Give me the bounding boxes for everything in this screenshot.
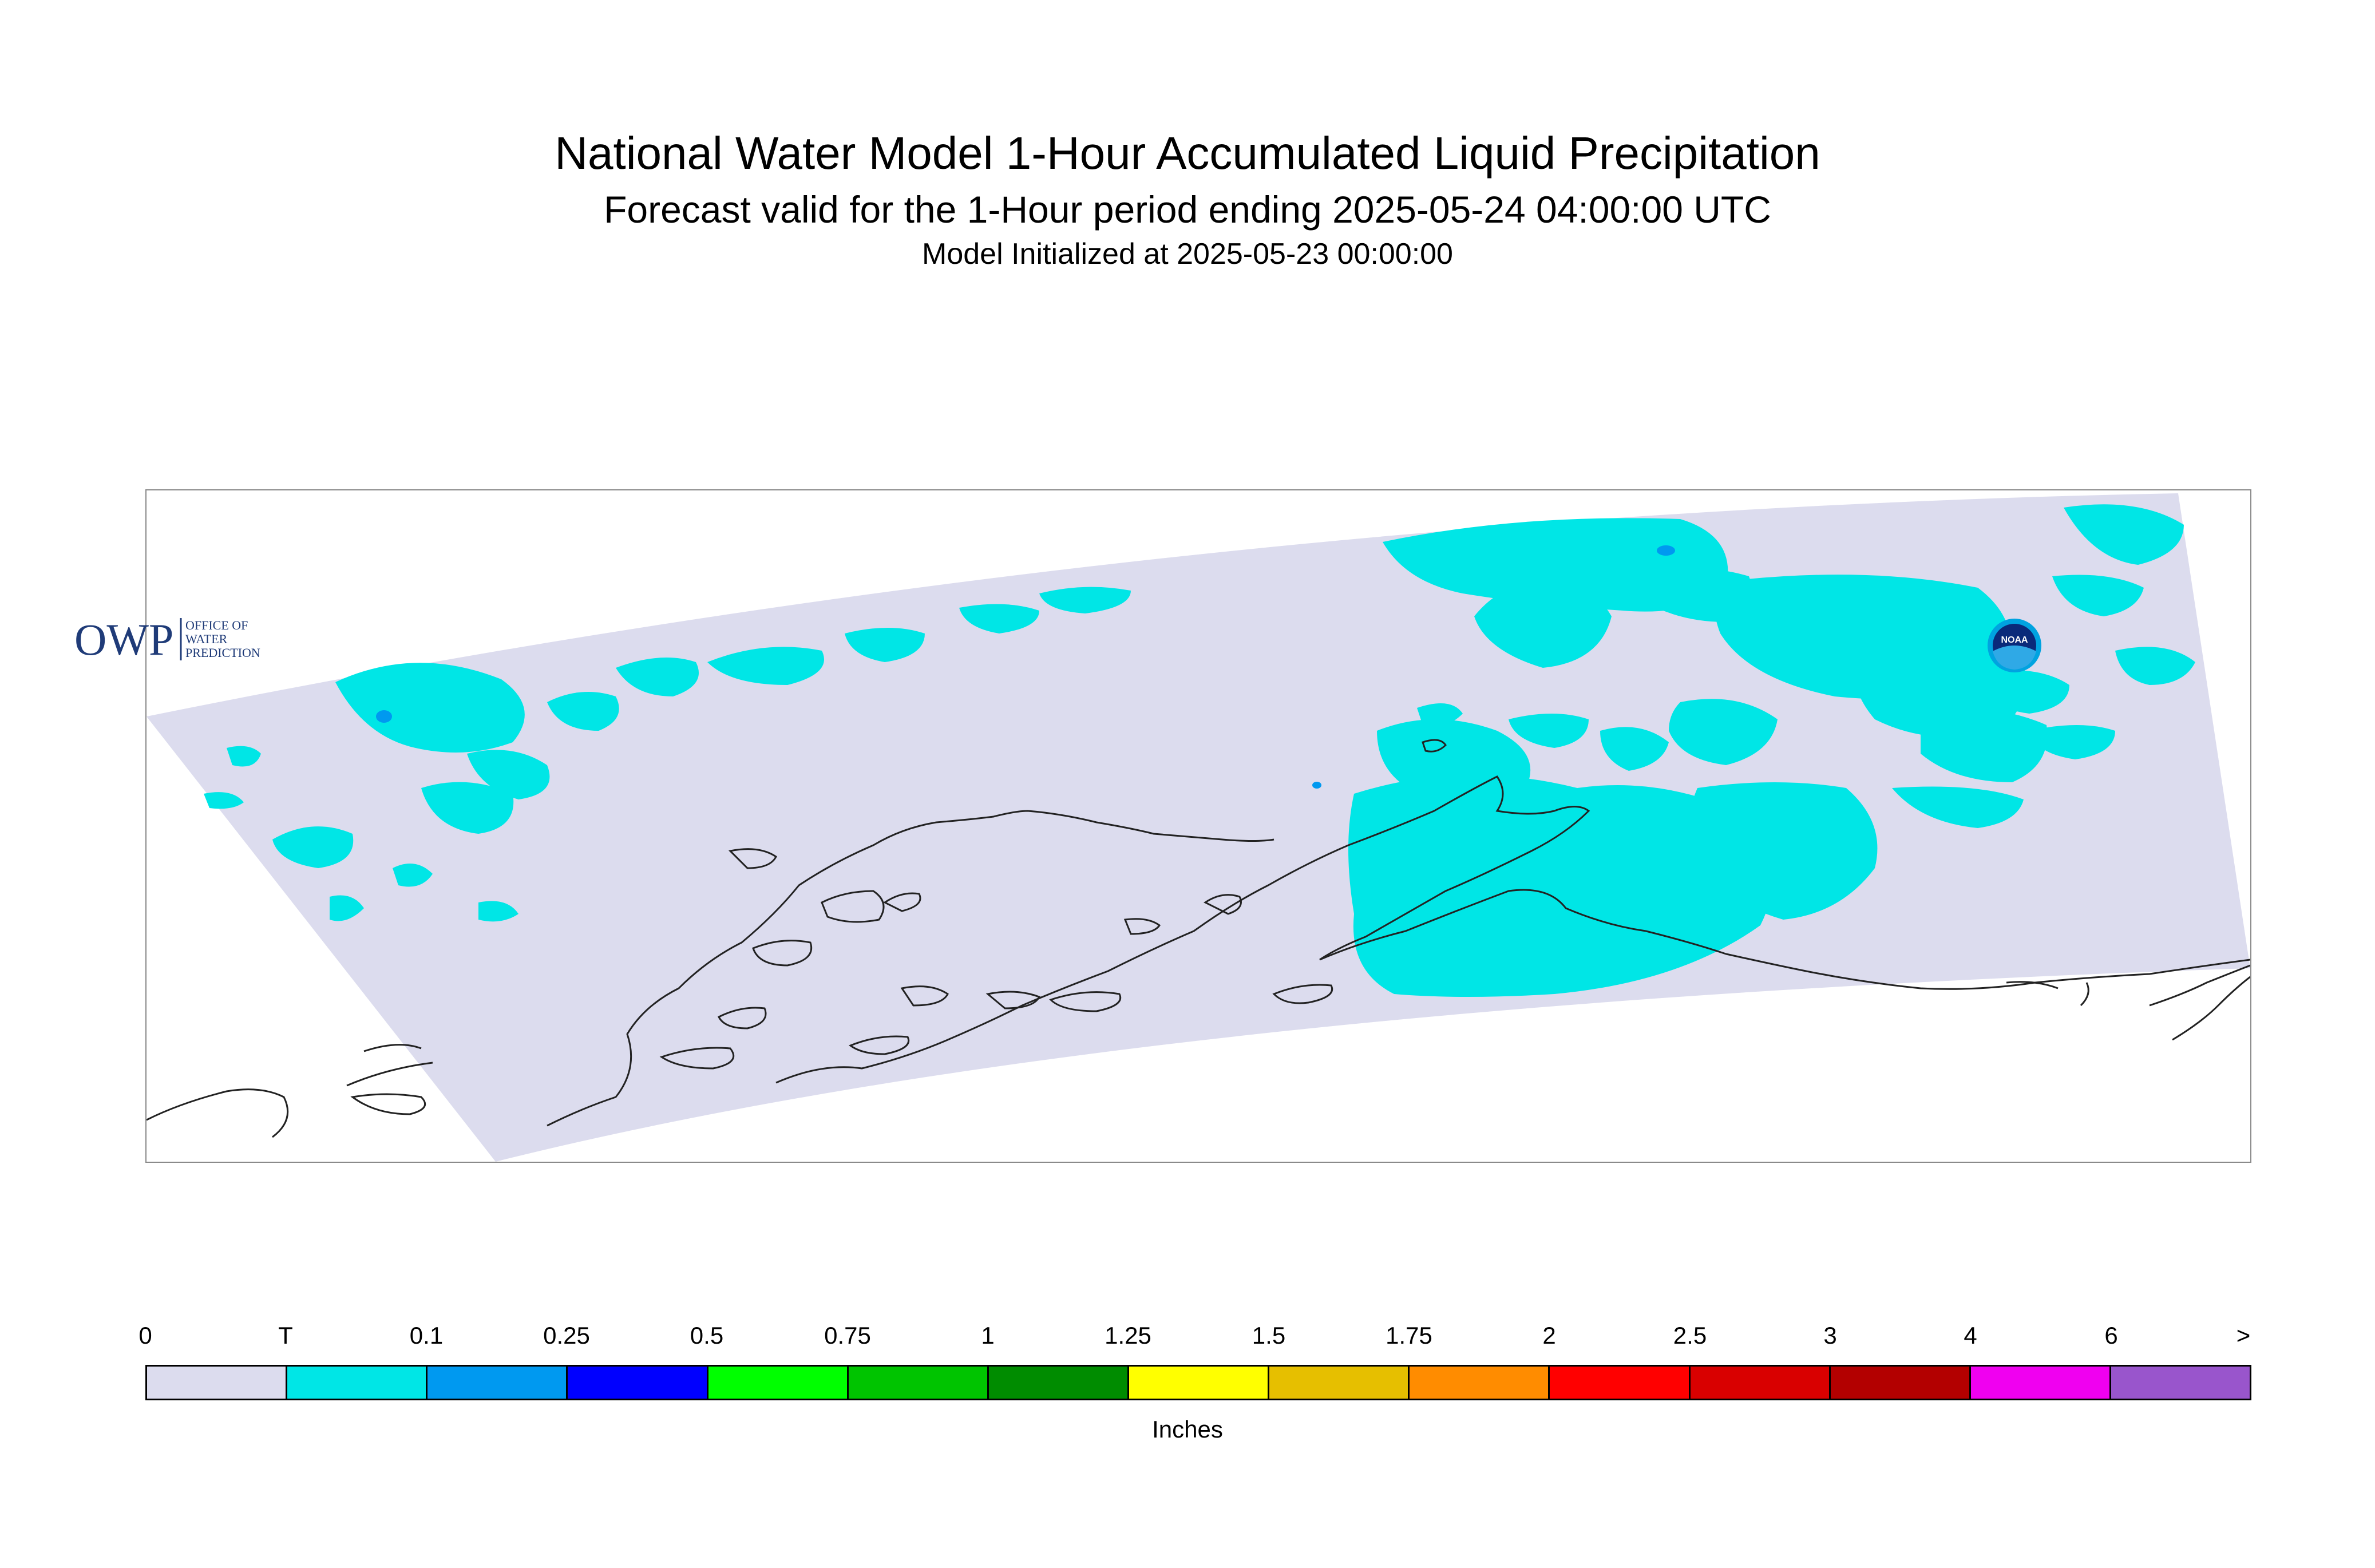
light-blue-precipitation-cores: [376, 545, 1675, 789]
coastline-outlines: [147, 739, 2250, 1138]
legend-label: 1.5: [1252, 1322, 1286, 1349]
legend-labels: 0 T 0.1 0.25 0.5 0.75 1 1.25 1.5 1.75 2 …: [0, 1322, 2375, 1356]
legend-label: 2.5: [1673, 1322, 1707, 1349]
legend-label: 2: [1542, 1322, 1556, 1349]
noaa-logo: NOAA: [1986, 617, 2043, 674]
map-panel: [145, 489, 2251, 1163]
legend-label: 0: [138, 1322, 152, 1349]
legend-label: 0.75: [824, 1322, 871, 1349]
noaa-logo-text: NOAA: [2001, 635, 2028, 645]
legend-swatch: [287, 1367, 428, 1399]
legend-label: 1.25: [1105, 1322, 1151, 1349]
owp-logo: OWP OFFICE OF WATER PREDICTION: [74, 613, 292, 665]
owp-logo-line-3: PREDICTION: [185, 646, 260, 660]
legend-label: 1: [981, 1322, 995, 1349]
legend-swatch: [568, 1367, 708, 1399]
legend-units-label: Inches: [1152, 1416, 1223, 1443]
legend-swatch: [147, 1367, 288, 1399]
owp-logo-line-2: WATER: [185, 632, 228, 646]
legend-label: 4: [1964, 1322, 1977, 1349]
legend-swatch: [1550, 1367, 1691, 1399]
legend-label: T: [278, 1322, 293, 1349]
legend-swatch: [2111, 1367, 2250, 1399]
owp-logo-line-1: OFFICE OF: [185, 618, 248, 632]
legend-label: 1.75: [1386, 1322, 1432, 1349]
map-title: National Water Model 1-Hour Accumulated …: [555, 128, 1820, 179]
legend-swatch: [1830, 1367, 1971, 1399]
legend-label: 0.5: [690, 1322, 724, 1349]
legend-label: 3: [1823, 1322, 1837, 1349]
map-canvas: [147, 493, 2250, 1162]
legend-swatch: [1690, 1367, 1831, 1399]
legend-swatch: [428, 1367, 568, 1399]
trace-precipitation-areas: [204, 504, 2195, 997]
legend-color-bar: [145, 1365, 2251, 1400]
legend-swatch: [1410, 1367, 1550, 1399]
owp-logo-mark: OWP: [74, 615, 173, 664]
legend-label: 6: [2104, 1322, 2118, 1349]
legend-swatch: [1129, 1367, 1270, 1399]
legend-swatch: [708, 1367, 849, 1399]
legend-label: >: [2236, 1322, 2251, 1349]
legend-swatch: [1970, 1367, 2111, 1399]
legend-swatch: [988, 1367, 1129, 1399]
legend-swatch: [1269, 1367, 1410, 1399]
legend-label: 0.25: [543, 1322, 590, 1349]
forecast-valid-subtitle: Forecast valid for the 1-Hour period end…: [604, 188, 1771, 231]
legend-label: 0.1: [409, 1322, 444, 1349]
legend-swatch: [848, 1367, 989, 1399]
model-initialized-subtitle: Model Initialized at 2025-05-23 00:00:00: [922, 237, 1453, 271]
